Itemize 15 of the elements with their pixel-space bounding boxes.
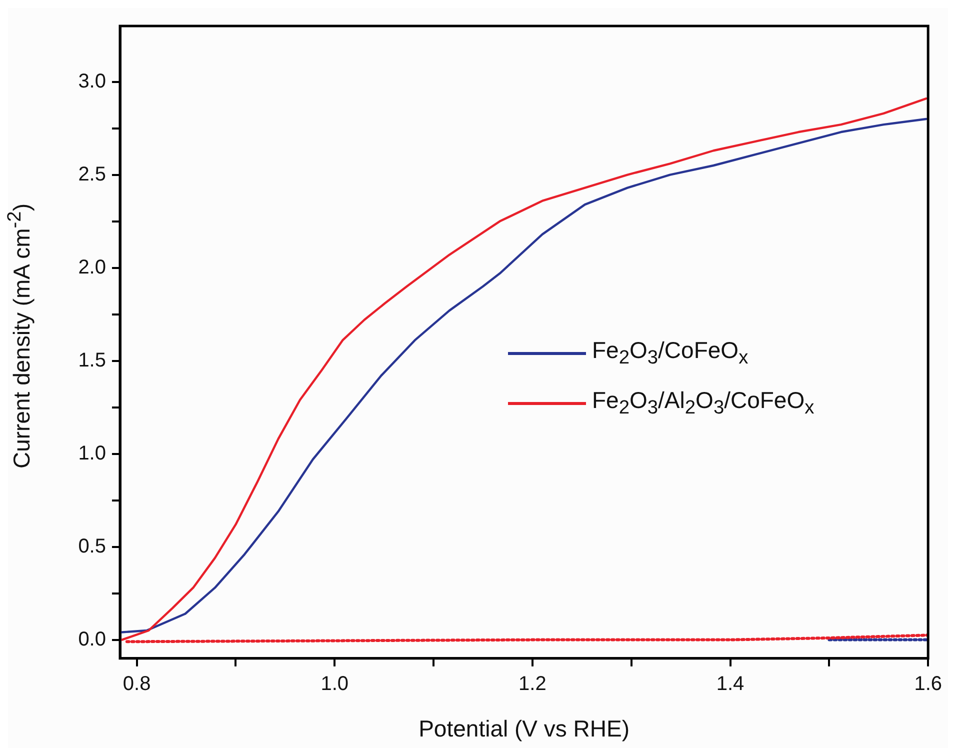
y-tick-label: 0.0: [78, 628, 106, 650]
legend-label: Fe$_{2}$O$_{3}$/CoFeO$_{x}$: [592, 336, 748, 370]
y-tick-label: 3.0: [78, 70, 106, 92]
y-tick-label: 2.0: [78, 256, 106, 278]
x-tick-label: 1.2: [518, 672, 546, 695]
x-tick-label: 1.4: [716, 672, 744, 695]
y-tick-label: 2.5: [78, 163, 106, 186]
x-tick-label: 1.0: [320, 672, 349, 695]
y-tick-label: 0.5: [78, 535, 106, 558]
x-axis-title: Potential (V vs RHE): [418, 716, 630, 742]
y-tick-label: 1.5: [78, 349, 106, 372]
x-tick-label: 1.6: [914, 672, 942, 695]
y-tick-label: 1.0: [78, 442, 106, 464]
text: Fe$_{2}$O$_{3}$/Al$_{2}$O$_{3}$/CoFeO$_{x}$: [592, 386, 814, 418]
x-tick-label: 0.8: [122, 672, 151, 695]
